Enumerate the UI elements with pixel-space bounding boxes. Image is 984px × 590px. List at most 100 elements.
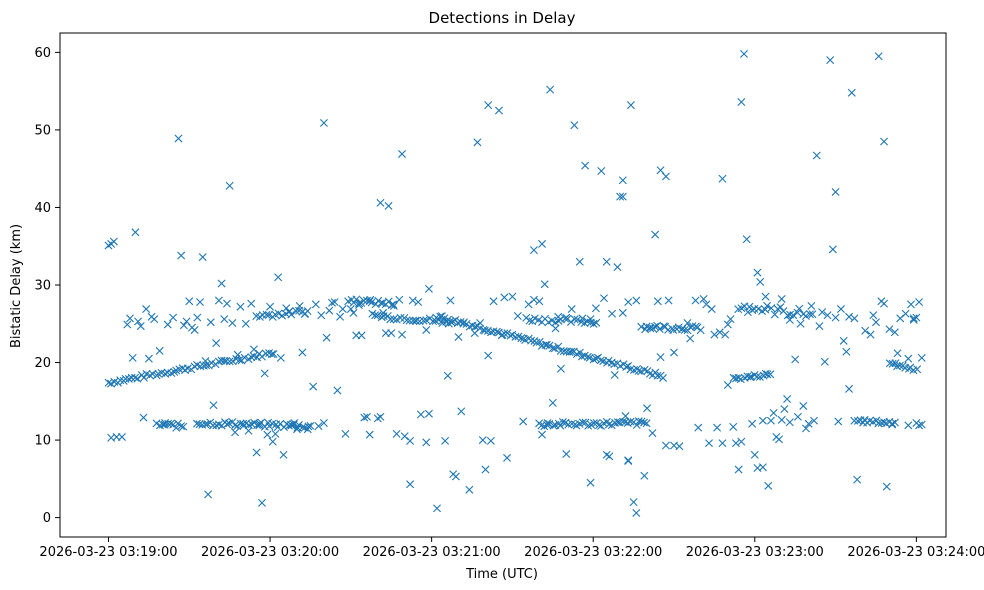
data-point-marker [713,423,722,432]
data-point-marker [595,421,604,430]
data-point-marker [567,347,576,356]
data-point-marker [303,307,312,316]
data-point-marker [333,386,342,395]
data-point-marker [895,361,904,370]
data-point-marker [642,322,651,331]
data-point-marker [761,292,770,301]
data-point-marker [408,296,417,305]
data-point-marker [144,354,153,363]
data-point-marker [664,296,673,305]
data-point-marker [147,312,156,321]
data-point-marker [547,316,556,325]
data-point-marker [292,425,301,434]
data-point-marker [570,315,579,324]
data-point-marker [271,429,280,438]
data-point-marker [789,311,798,320]
data-point-marker [392,429,401,438]
data-point-marker [763,370,772,379]
data-point-marker [376,198,385,207]
data-point-marker [554,316,563,325]
data-point-marker [274,273,283,282]
data-point-marker [575,348,584,357]
data-point-marker [406,436,415,445]
data-point-marker [807,301,816,310]
data-point-marker [341,429,350,438]
data-point-marker [874,52,883,61]
data-point-marker [589,319,598,328]
data-point-marker [646,324,655,333]
data-point-marker [556,421,565,430]
data-point-marker [823,311,832,320]
data-point-marker [535,297,544,306]
data-point-marker [618,308,627,317]
data-point-marker [805,310,814,319]
data-point-marker [786,310,795,319]
data-point-marker [853,416,862,425]
data-point-marker [185,297,194,306]
x-tick-label: 2026-03-23 03:19:00 [39,545,177,560]
data-point-marker [241,319,250,328]
data-point-marker [252,448,261,457]
data-point-marker [913,365,922,374]
data-point-marker [190,325,199,334]
data-point-marker [731,439,740,448]
data-point-marker [319,118,328,127]
data-point-marker [373,414,382,423]
data-point-marker [269,349,278,358]
data-point-marker [845,384,854,393]
data-point-marker [655,325,664,334]
data-point-marker [661,172,670,181]
data-point-marker [710,330,719,339]
data-point-marker [212,339,221,348]
data-point-marker [801,312,810,321]
data-point-marker [769,408,778,417]
data-point-marker [287,310,296,319]
data-point-marker [758,416,767,425]
data-point-marker [810,416,819,425]
data-point-marker [365,430,374,439]
data-point-marker [166,419,175,428]
data-point-marker [314,422,323,431]
data-point-marker [659,373,668,382]
data-point-marker [446,296,455,305]
data-point-marker [888,359,897,368]
data-point-marker [206,318,215,327]
data-point-marker [330,298,339,307]
data-point-marker [554,342,563,351]
data-point-marker [139,413,148,422]
data-point-marker [443,371,452,380]
data-point-marker [734,373,743,382]
data-point-marker [570,121,579,130]
data-point-marker [398,330,407,339]
data-point-marker [209,401,218,410]
data-point-marker [384,201,393,210]
data-point-marker [584,421,593,430]
data-point-marker [715,328,724,337]
data-point-marker [766,370,775,379]
data-point-marker [177,422,186,431]
data-point-marker [618,176,627,185]
data-point-marker [422,438,431,447]
data-point-marker [780,405,789,414]
data-point-marker [311,300,320,309]
plot-frame [59,32,947,538]
data-point-marker [880,299,889,308]
data-point-marker [371,311,380,320]
data-point-marker [605,452,614,461]
data-point-marker [398,149,407,158]
data-point-marker [626,101,635,110]
data-point-marker [842,347,851,356]
data-point-marker [548,344,557,353]
x-tick-label: 2026-03-23 03:20:00 [201,545,339,560]
data-point-marker [433,504,442,513]
x-axis-label: Time (UTC) [465,567,538,582]
data-point-marker [249,345,258,354]
data-point-marker [648,429,657,438]
data-point-marker [409,316,418,325]
data-point-marker [639,418,648,427]
data-point-marker [395,295,404,304]
data-point-marker [726,315,735,324]
data-point-marker [670,348,678,357]
data-point-marker [705,439,714,448]
x-axis-ticks: 2026-03-23 03:19:00 2026-03-23 03:20:00 20… [39,537,984,560]
